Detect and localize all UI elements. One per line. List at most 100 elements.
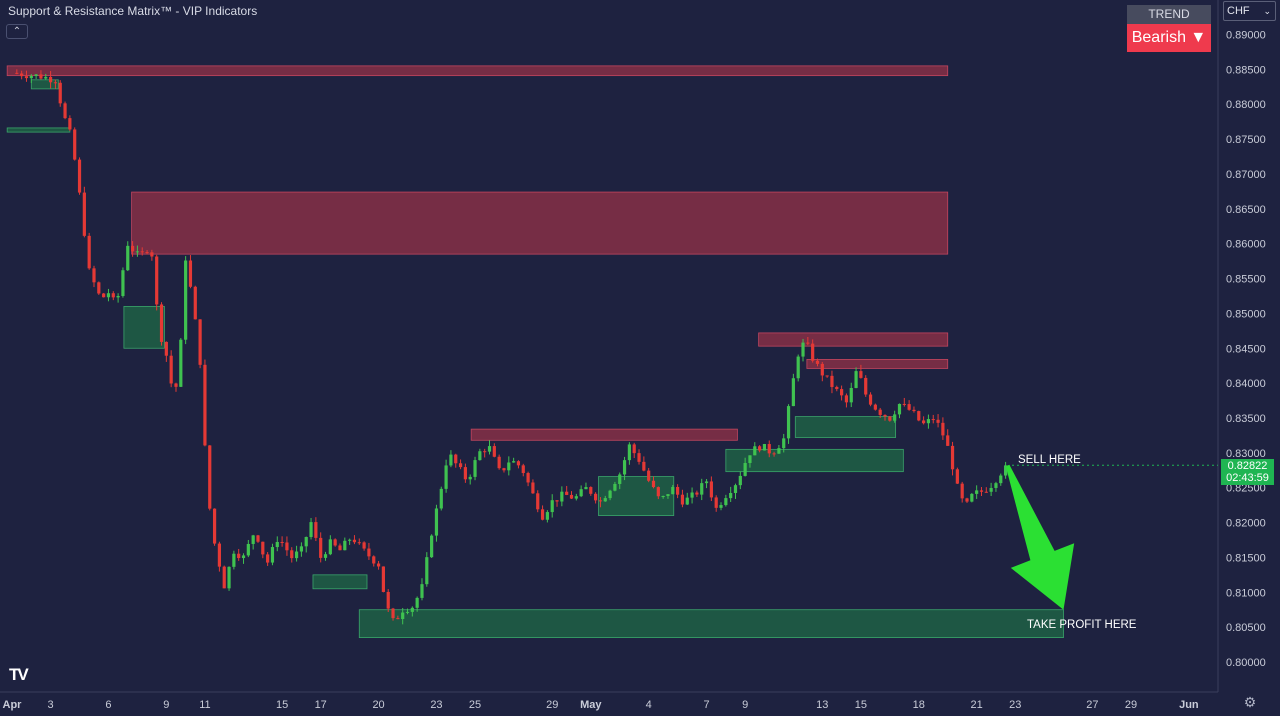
price-tick-label: 0.81500	[1226, 552, 1266, 564]
candle	[396, 615, 400, 620]
candle	[97, 281, 101, 295]
time-tick-label: 13	[816, 699, 828, 711]
candle	[290, 547, 294, 563]
candle	[941, 417, 945, 440]
candle	[116, 293, 120, 303]
candle	[217, 541, 222, 572]
candle	[613, 481, 617, 492]
candle	[145, 250, 149, 255]
time-tick-label: 15	[276, 699, 288, 711]
candle	[63, 101, 67, 120]
candle	[960, 481, 964, 503]
collapse-button[interactable]: ⌃	[6, 24, 28, 39]
candle	[135, 245, 140, 257]
candle	[796, 354, 800, 382]
price-tick-label: 0.82500	[1226, 483, 1266, 495]
candle	[184, 256, 188, 345]
candles-layer	[15, 69, 1008, 625]
candle	[53, 79, 58, 89]
candle	[299, 542, 303, 557]
price-tick-label: 0.86500	[1226, 204, 1266, 216]
time-axis[interactable]: Apr 3 6 9 11 15 17 20 23 25 29 May 4 7 9 13 15 18 21 23 27 29…	[3, 699, 1199, 711]
candle	[34, 73, 38, 80]
candle	[825, 375, 829, 378]
candle	[261, 541, 265, 559]
candle	[618, 472, 622, 490]
candle	[844, 393, 849, 408]
candle	[743, 457, 747, 477]
price-tick-label: 0.80500	[1226, 622, 1266, 634]
candle	[830, 370, 834, 394]
candle	[622, 456, 627, 481]
time-tick-label: 9	[163, 699, 169, 711]
candle	[352, 535, 357, 545]
resistance-zone	[470, 428, 738, 441]
candle	[425, 552, 429, 587]
gear-icon[interactable]: ⚙	[1243, 694, 1257, 710]
candle	[748, 455, 752, 468]
time-tick-label: 7	[703, 699, 709, 711]
candle	[468, 474, 472, 485]
time-tick-label: Apr	[3, 699, 23, 711]
candle	[878, 407, 882, 419]
candle	[733, 483, 738, 499]
time-tick-label: May	[580, 699, 602, 711]
candle	[314, 517, 318, 542]
candle	[121, 267, 125, 298]
candle	[994, 481, 998, 492]
tradingview-logo-icon[interactable]: TV	[9, 665, 29, 684]
currency-select[interactable]: CHF ⌄	[1223, 1, 1276, 21]
candle	[256, 534, 260, 543]
down-arrow-icon	[1005, 464, 1075, 610]
candle	[309, 518, 313, 540]
time-tick-label: 15	[855, 699, 867, 711]
price-tick-label: 0.84500	[1226, 343, 1266, 355]
bar-countdown: 02:43:59	[1226, 472, 1269, 484]
candle	[907, 400, 911, 411]
candle	[791, 373, 795, 407]
candle	[376, 560, 381, 570]
candle	[212, 508, 217, 546]
candle	[449, 450, 453, 468]
candle	[758, 445, 762, 453]
take-profit-label: TAKE PROFIT HERE	[1027, 619, 1137, 631]
candle	[738, 471, 742, 490]
candle	[48, 71, 53, 89]
trend-value: Bearish ▼	[1127, 24, 1211, 52]
candle	[569, 491, 574, 499]
candle	[632, 442, 636, 459]
currency-value: CHF	[1227, 5, 1250, 17]
candle	[970, 493, 974, 503]
price-tick-label: 0.81000	[1226, 587, 1266, 599]
candle	[608, 489, 612, 501]
candle	[637, 449, 641, 465]
indicator-title[interactable]: Support & Resistance Matrix™ - VIP Indic…	[8, 4, 258, 18]
candle	[565, 485, 569, 496]
candle	[458, 459, 463, 470]
candle	[651, 476, 656, 489]
candle	[343, 537, 347, 551]
candle	[574, 493, 578, 501]
candle	[516, 460, 521, 469]
candle	[786, 404, 791, 444]
candle	[584, 482, 588, 490]
candle	[767, 440, 771, 458]
time-tick-label: 4	[646, 699, 652, 711]
candle	[24, 70, 29, 82]
price-tick-label: 0.84000	[1226, 378, 1266, 390]
support-zone	[725, 448, 904, 473]
candle	[328, 535, 332, 556]
candle	[989, 482, 993, 496]
candle	[820, 361, 824, 382]
resistance-zone	[131, 191, 949, 255]
candle	[140, 247, 144, 256]
price-axis[interactable]: 0.89000 0.88500 0.88000 0.87500 0.87000 0.865…	[1226, 30, 1266, 670]
time-tick-label: 23	[1009, 699, 1021, 711]
candle	[348, 538, 352, 545]
candle	[102, 292, 106, 298]
candle	[849, 382, 853, 408]
candle	[671, 484, 675, 495]
price-tick-label: 0.86000	[1226, 239, 1266, 251]
support-zone	[123, 306, 165, 349]
